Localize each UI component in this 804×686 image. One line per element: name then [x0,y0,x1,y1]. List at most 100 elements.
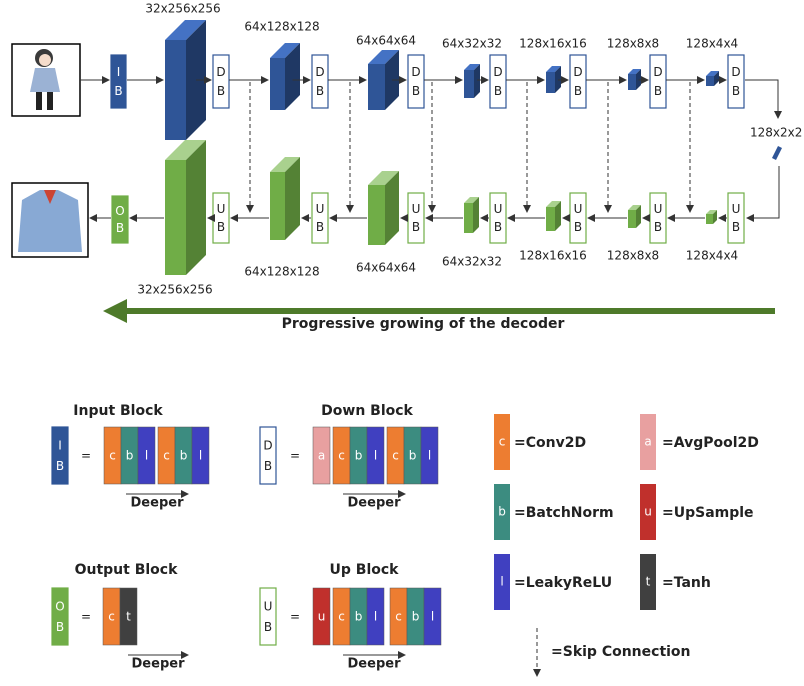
block-letter: B [264,620,272,634]
layer-letter: c [163,449,170,463]
feature-map [706,214,713,224]
size-label: 128x4x4 [686,249,738,263]
feature-map [546,207,555,231]
feature-map [165,40,186,140]
layer-letter: l [145,449,148,463]
block-letter: D [573,65,582,79]
axis-label: Deeper [348,496,402,511]
size-label: 128x8x8 [607,249,659,263]
up-block [260,588,276,645]
block-letter: B [574,220,582,234]
skip-label: =Skip Connection [551,644,691,660]
block-letter: U [217,202,226,216]
down-block [312,55,328,108]
layer-letter: u [644,505,652,519]
output-image [12,183,88,257]
output-block [52,588,68,645]
block-letter: U [732,202,741,216]
equals: = [81,610,91,624]
up-block [213,193,229,243]
block-title: Up Block [330,562,400,578]
layer-letter: b [409,449,417,463]
down-block [728,55,744,108]
up-block [570,193,586,243]
layer-letter: c [109,449,116,463]
block-letter: B [217,84,225,98]
block-letter: B [732,84,740,98]
up-block [650,193,666,243]
layer-name: =LeakyReLU [514,575,612,591]
size-label: 64x64x64 [356,261,416,275]
size-label: 128x2x2 [750,126,802,140]
block-letter: D [216,65,225,79]
up-block [408,193,424,243]
block-letter: U [654,202,663,216]
layer-letter: l [431,610,434,624]
down-block [490,55,506,108]
input-image [12,44,80,116]
block-letter: B [56,459,64,473]
block-letter: B [654,84,662,98]
size-label: 32x256x256 [137,283,212,297]
layer-letter: a [318,449,325,463]
block-letter: U [264,599,273,613]
up-block [490,193,506,243]
up-block [728,193,744,243]
feature-map [546,72,555,93]
layer-name: =Tanh [662,575,711,591]
feature-map [165,160,186,275]
equals: = [290,449,300,463]
block-letter: D [493,65,502,79]
block-title: Down Block [321,403,413,419]
block-letter: B [732,220,740,234]
layer-letter: u [318,610,326,624]
layer-letter: b [412,610,420,624]
input-block [52,427,68,484]
block-title: Output Block [75,562,179,578]
feature-map [464,203,473,233]
equals: = [290,610,300,624]
block-letter: B [114,84,122,98]
block-letter: B [316,84,324,98]
block-letter: O [55,599,64,613]
block-letter: B [412,84,420,98]
down-block [213,55,229,108]
axis-label: Deeper [131,496,185,511]
layer-letter: c [338,610,345,624]
layer-letter: l [500,575,503,589]
layer-letter: l [374,449,377,463]
feature-map [368,185,385,245]
layer-letter: t [126,610,131,624]
size-label: 128x16x16 [519,37,587,51]
connector [747,166,779,218]
connector [745,80,778,118]
layer-letter: c [108,610,115,624]
layer-letter: l [374,610,377,624]
size-label: 64x128x128 [244,20,319,34]
block-letter: D [263,438,272,452]
layer-letter: c [395,610,402,624]
diagram: Progressive growing of the decoder IB32x… [0,0,804,686]
layer-letter: c [392,449,399,463]
feature-map [628,210,636,228]
block-title: Input Block [73,403,163,419]
feature-map [473,197,479,233]
block-letter: D [653,65,662,79]
feature-map [628,74,636,90]
block-letter: U [494,202,503,216]
caption: Progressive growing of the decoder [282,316,565,332]
block-letter: B [412,220,420,234]
layer-name: =BatchNorm [514,505,614,521]
block-letter: B [316,220,324,234]
down-block [650,55,666,108]
layer-letter: c [338,449,345,463]
feature-map [706,76,714,86]
layer-name: =AvgPool2D [662,435,759,451]
layer-letter: b [355,449,363,463]
size-label: 64x32x32 [442,255,502,269]
block-letter: I [58,438,62,452]
feature-map [368,64,385,110]
axis-label: Deeper [132,657,186,672]
feature-map [270,58,285,110]
size-label: 128x8x8 [607,37,659,51]
